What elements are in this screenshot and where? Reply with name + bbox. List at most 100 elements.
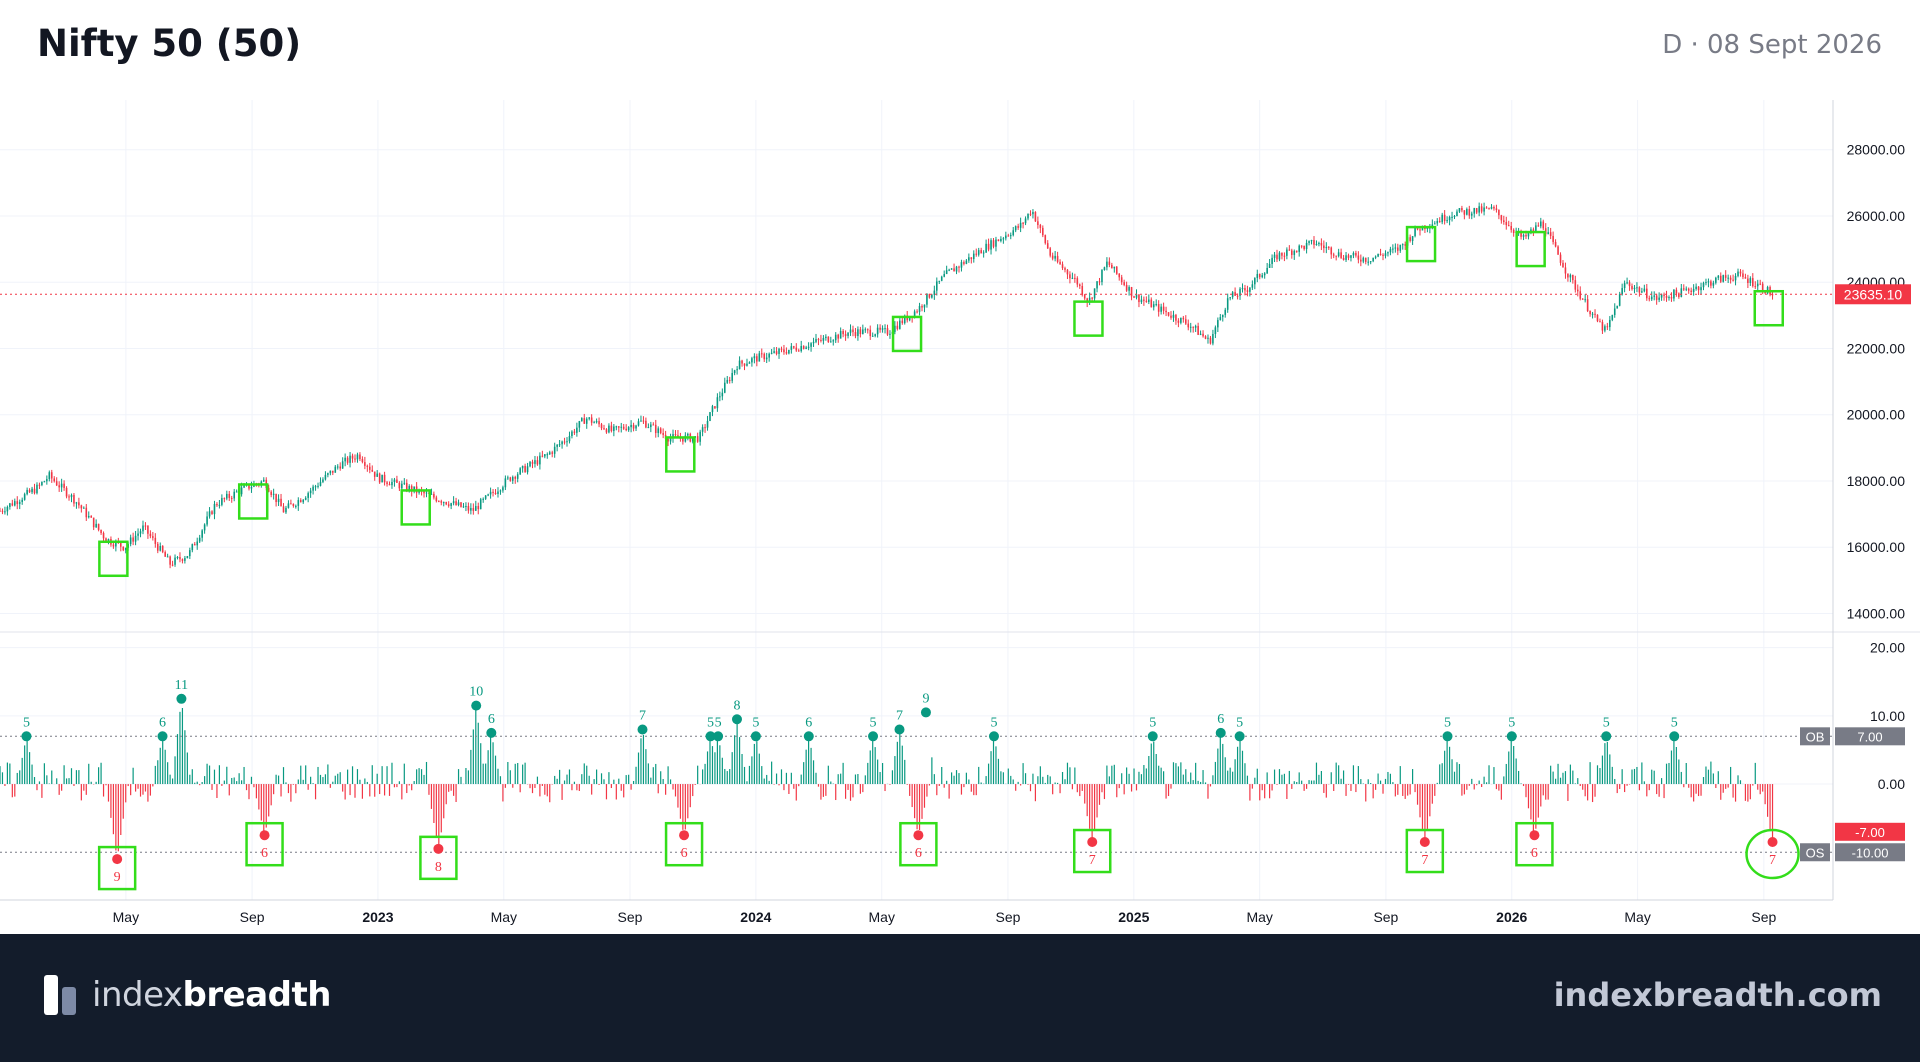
candle-body — [1668, 297, 1670, 299]
peak-dot — [21, 731, 32, 742]
candle-body — [1103, 267, 1106, 270]
peak-dot — [1442, 731, 1453, 742]
candle-body — [507, 477, 509, 479]
candle-body — [590, 417, 593, 423]
site-url[interactable]: indexbreadth.com — [1553, 976, 1882, 1014]
candle-body — [691, 437, 694, 442]
candle-body — [768, 353, 770, 358]
candle-body — [1229, 297, 1231, 299]
candle-body — [1305, 242, 1308, 250]
candle-body — [166, 556, 169, 558]
candle-body — [1675, 289, 1678, 294]
candle-body — [704, 427, 706, 429]
candle-body — [923, 304, 926, 308]
candle-body — [46, 479, 48, 482]
candle-body — [1106, 261, 1108, 268]
candle-body — [797, 350, 800, 352]
candle-body — [176, 557, 179, 558]
candle-body — [1088, 297, 1091, 303]
brand-light-text: index — [92, 975, 183, 1015]
candle-body — [477, 506, 480, 510]
candle-body — [1660, 294, 1663, 298]
candle-body — [438, 501, 440, 503]
candle-body — [617, 426, 620, 428]
candle-body — [723, 382, 726, 393]
candle-body — [1436, 220, 1439, 224]
candle-body — [615, 426, 618, 428]
candle-body — [1650, 296, 1653, 300]
candle-body — [1318, 242, 1320, 245]
candle-body — [1024, 218, 1027, 224]
candle-body — [1498, 210, 1500, 216]
candle-body — [1350, 255, 1352, 258]
price-signal-box — [1073, 300, 1104, 337]
candle-body — [1456, 211, 1458, 217]
candle-body — [622, 426, 625, 429]
candle-body — [31, 488, 33, 493]
candle-body — [531, 461, 534, 464]
price-signal-box — [665, 436, 696, 473]
candle-body — [1643, 288, 1646, 292]
candle-body — [736, 369, 738, 371]
candle-body — [709, 412, 711, 421]
peak-dot — [750, 731, 761, 742]
candle-body — [137, 533, 139, 536]
candle-body — [1113, 266, 1116, 269]
ob-value-bg — [1835, 727, 1905, 746]
candle-body — [886, 328, 889, 335]
candle-body — [1655, 295, 1658, 300]
trough-label: 6 — [681, 846, 688, 861]
candle-body — [462, 506, 465, 508]
candle-body — [588, 417, 590, 419]
candle-body — [1399, 244, 1402, 251]
candle-body — [608, 425, 610, 433]
candle-body — [901, 320, 904, 324]
candle-body — [1663, 294, 1665, 296]
candle-body — [1724, 275, 1727, 278]
candle-body — [1291, 250, 1293, 255]
candle-body — [1559, 254, 1562, 263]
ob-tag: OB — [1806, 729, 1825, 744]
candle-body — [1295, 250, 1298, 252]
candle-body — [1273, 254, 1276, 258]
candle-body — [122, 546, 125, 551]
candle-body — [667, 438, 669, 442]
os-tag-bg — [1800, 843, 1830, 862]
candle-body — [965, 260, 968, 264]
candle-body — [1160, 306, 1162, 312]
candle-body — [1670, 297, 1673, 299]
candle-body — [1044, 235, 1047, 244]
candle-body — [1461, 208, 1463, 211]
candle-body — [1086, 298, 1088, 303]
candle-body — [423, 491, 425, 494]
trough-signal-box — [899, 821, 938, 867]
candle-body — [1532, 229, 1535, 232]
candle-body — [11, 503, 14, 506]
candle-body — [1330, 247, 1333, 255]
candle-body — [1367, 261, 1370, 263]
candle-body — [931, 294, 933, 298]
trough-dot — [913, 830, 924, 841]
candle-body — [1145, 300, 1148, 302]
candle-body — [134, 535, 137, 542]
candle-body — [1387, 252, 1389, 254]
time-tick-label: Sep — [1751, 909, 1776, 925]
last-price-label: 23635.10 — [1844, 286, 1903, 302]
candle-body — [307, 493, 309, 498]
candle-body — [669, 438, 672, 442]
brand-logo[interactable]: indexbreadth — [44, 975, 331, 1015]
candle-body — [6, 506, 9, 512]
candle-body — [373, 471, 376, 477]
candle-body — [1000, 238, 1002, 242]
peak-label: 5 — [707, 715, 714, 730]
candle-body — [497, 491, 499, 494]
peak-label: 5 — [752, 715, 759, 730]
price-and-oscillator-chart[interactable]: 14000.00 16000.00 18000.00 20000.00 22000.00… — [0, 100, 1920, 934]
candle-body — [1426, 227, 1429, 230]
candle-body — [356, 454, 359, 460]
candle-body — [1589, 311, 1591, 315]
candle-body — [1394, 247, 1397, 249]
peak-label: 9 — [922, 691, 929, 706]
osc-tick-label: 10.00 — [1870, 708, 1905, 724]
candle-body — [953, 268, 955, 272]
